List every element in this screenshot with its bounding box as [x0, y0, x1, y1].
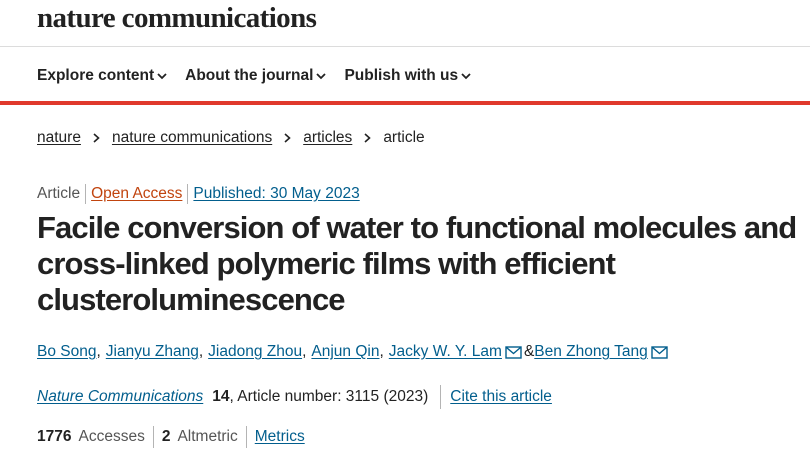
- nav-item-label: Explore content: [37, 67, 155, 84]
- nav-item-label: Publish with us: [344, 67, 459, 84]
- chevron-right-icon: [93, 133, 100, 143]
- nav-item-label: About the journal: [185, 67, 314, 84]
- header-divider: [0, 46, 810, 47]
- author-separator: ,: [302, 343, 307, 360]
- accesses-count: 1776: [37, 428, 72, 445]
- breadcrumb-current: article: [383, 129, 425, 146]
- article-number: , Article number: 3115 (2023): [229, 388, 429, 405]
- chevron-down-icon: [316, 73, 327, 80]
- chevron-down-icon: [157, 73, 167, 80]
- volume-number: 14: [212, 388, 230, 405]
- accesses-label: Accesses: [78, 428, 145, 445]
- author-link[interactable]: Anjun Qin: [311, 343, 380, 360]
- cite-this-article-link[interactable]: Cite this article: [450, 388, 552, 405]
- author-separator: ,: [379, 343, 384, 360]
- metrics-divider: [245, 426, 247, 448]
- accent-rule: [0, 101, 810, 105]
- nav-publish-with-us[interactable]: Publish with us: [344, 67, 471, 85]
- meta-divider: [85, 184, 87, 204]
- author-link[interactable]: Jianyu Zhang: [105, 343, 199, 360]
- altmetric-label: Altmetric: [177, 428, 238, 445]
- mail-icon[interactable]: [651, 345, 668, 359]
- nav-explore-content[interactable]: Explore content: [37, 67, 167, 85]
- citation-divider: [440, 385, 442, 409]
- open-access-link[interactable]: Open Access: [91, 185, 183, 202]
- metrics-divider: [152, 426, 154, 448]
- journal-logo[interactable]: nature communications: [37, 2, 317, 34]
- main-nav: Explore content About the journal Publis…: [37, 64, 489, 88]
- breadcrumb-nature[interactable]: nature: [37, 129, 81, 146]
- article-title: Facile conversion of water to functional…: [37, 210, 797, 317]
- author-list: Bo Song, Jianyu Zhang, Jiadong Zhou, Anj…: [37, 341, 670, 363]
- author-link[interactable]: Ben Zhong Tang: [534, 343, 648, 360]
- metrics-link[interactable]: Metrics: [254, 428, 305, 445]
- chevron-right-icon: [284, 133, 291, 143]
- chevron-down-icon: [461, 73, 471, 80]
- metrics-bar: 1776 Accesses 2 Altmetric Metrics: [37, 425, 305, 449]
- meta-divider: [187, 184, 189, 204]
- altmetric-count: 2: [161, 428, 171, 445]
- author-link[interactable]: Jiadong Zhou: [208, 343, 303, 360]
- chevron-right-icon: [364, 133, 372, 143]
- citation-line: Nature Communications 14 , Article numbe…: [37, 385, 552, 409]
- article-meta: Article Open Access Published: 30 May 20…: [37, 183, 360, 205]
- author-link[interactable]: Bo Song: [37, 343, 97, 360]
- journal-link[interactable]: Nature Communications: [37, 388, 204, 405]
- mail-icon[interactable]: [505, 345, 522, 359]
- breadcrumb: nature nature communications articles ar…: [37, 127, 425, 149]
- author-link[interactable]: Jacky W. Y. Lam: [388, 343, 502, 360]
- breadcrumb-articles[interactable]: articles: [303, 129, 353, 146]
- author-separator: &: [523, 343, 535, 360]
- published-date-link[interactable]: Published: 30 May 2023: [193, 185, 360, 202]
- breadcrumb-nature-communications[interactable]: nature communications: [111, 129, 273, 146]
- nav-about-the-journal[interactable]: About the journal: [185, 67, 327, 85]
- author-separator: ,: [198, 343, 204, 360]
- author-separator: ,: [96, 343, 101, 360]
- article-type: Article: [37, 185, 81, 202]
